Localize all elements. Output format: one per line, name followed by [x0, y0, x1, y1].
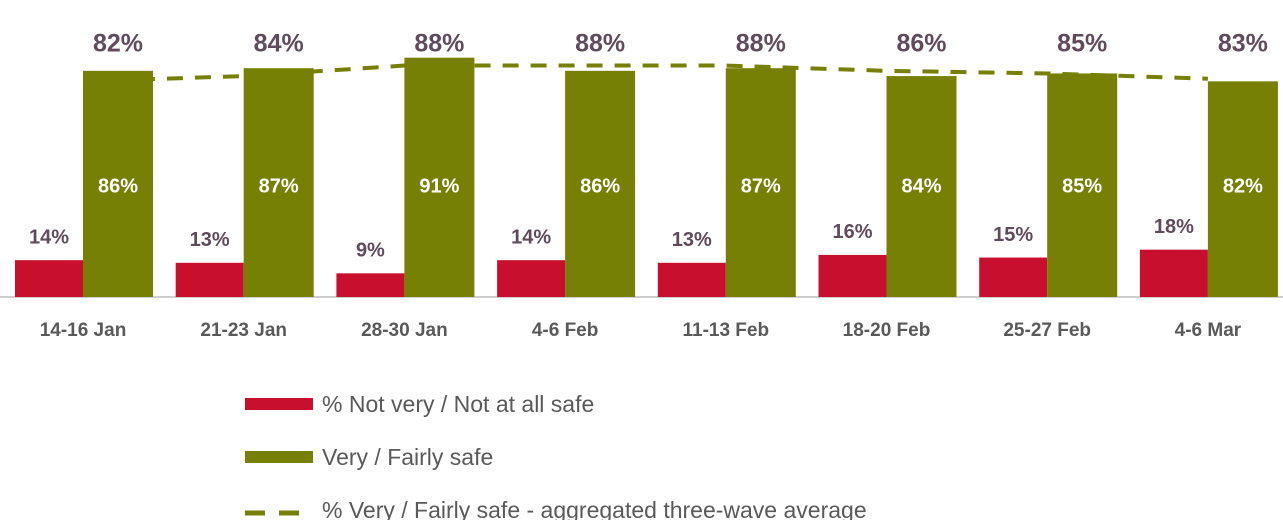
data-label: 82%	[1223, 175, 1263, 197]
line-label: 88%	[414, 30, 464, 58]
x-tick-label: 21-23 Jan	[200, 320, 287, 341]
bar	[818, 254, 887, 297]
data-label: 87%	[741, 175, 781, 197]
data-label: 85%	[1062, 175, 1102, 197]
bar	[404, 57, 475, 297]
bar	[886, 76, 957, 297]
x-tick-label: 18-20 Feb	[843, 320, 931, 341]
data-label: 14%	[29, 226, 69, 248]
bar	[565, 70, 636, 297]
data-label: 13%	[672, 229, 712, 251]
bar	[1207, 81, 1278, 297]
data-label: 86%	[580, 175, 620, 197]
data-label: 84%	[901, 175, 941, 197]
line-label: 83%	[1218, 30, 1268, 58]
line-label: 82%	[93, 30, 143, 58]
bar	[336, 273, 405, 297]
line-label: 86%	[896, 30, 946, 58]
bar	[83, 70, 153, 297]
legend-swatch	[245, 451, 313, 463]
line-label: 85%	[1057, 30, 1107, 58]
data-label: 13%	[190, 229, 230, 251]
bar	[15, 260, 83, 297]
line-label: 88%	[736, 30, 786, 58]
legend-swatch	[245, 398, 313, 410]
x-tick-label: 28-30 Jan	[361, 320, 448, 341]
legend-label: % Very / Fairly safe - aggregated three-…	[322, 497, 867, 520]
data-label: 87%	[259, 175, 299, 197]
data-label: 91%	[419, 175, 459, 197]
bar	[175, 262, 244, 297]
x-tick-label: 14-16 Jan	[40, 320, 127, 341]
line	[82, 63, 1208, 84]
legend-label: % Not very / Not at all safe	[322, 391, 594, 417]
x-tick-label: 4-6 Feb	[532, 320, 599, 341]
data-label: 14%	[511, 226, 551, 248]
bar	[243, 68, 314, 297]
data-label: 18%	[1154, 216, 1194, 238]
bar	[1139, 249, 1208, 297]
bar	[1047, 73, 1118, 297]
legend-label: Very / Fairly safe	[322, 444, 493, 470]
line-label: 88%	[575, 30, 625, 58]
data-label: 16%	[832, 221, 872, 243]
line-label: 84%	[254, 30, 304, 58]
bar	[979, 257, 1048, 297]
x-tick-label: 4-6 Mar	[1175, 320, 1242, 341]
x-tick-label: 25-27 Feb	[1003, 320, 1091, 341]
x-tick-label: 11-13 Feb	[682, 320, 769, 341]
data-label: 86%	[98, 175, 138, 197]
data-label: 15%	[993, 224, 1033, 246]
data-label: 9%	[356, 240, 385, 262]
bar	[725, 68, 796, 297]
bar	[657, 262, 726, 297]
bar	[497, 260, 566, 297]
